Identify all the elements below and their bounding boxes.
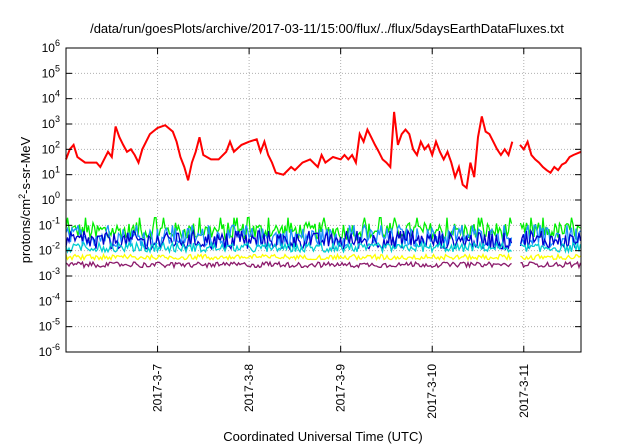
series-line	[65, 111, 582, 190]
y-tick-label: 102	[42, 139, 60, 156]
series-layer	[65, 111, 582, 270]
y-tick-label: 10-4	[39, 291, 60, 308]
chart-title: /data/run/goesPlots/archive/2017-03-11/1…	[90, 21, 564, 36]
x-tick-label: 2017-3-10	[425, 364, 439, 419]
y-tick-label: 103	[42, 114, 60, 131]
y-tick-label: 10-5	[39, 317, 60, 334]
axis-ticks: 10-6 10-5 10-4 10-3 10-2 10-1 100 101 102 103 104 1…	[39, 38, 581, 419]
y-tick-label: 106	[42, 38, 60, 55]
grid	[66, 48, 581, 352]
y-tick-label: 104	[42, 89, 60, 106]
x-tick-label: 2017-3-8	[242, 364, 256, 412]
x-tick-label: 2017-3-9	[334, 364, 348, 412]
y-tick-label: 105	[42, 63, 60, 80]
y-tick-label: 101	[42, 165, 60, 182]
series-line	[65, 240, 582, 255]
series-line	[65, 252, 581, 262]
y-tick-label: 10-6	[39, 342, 60, 359]
x-axis-label: Coordinated Universal Time (UTC)	[223, 429, 422, 444]
y-axis-label: protons/cm2-s-sr-MeV	[17, 136, 33, 263]
x-tick-label: 2017-3-7	[151, 364, 165, 412]
plot-frame	[65, 47, 582, 353]
series-line	[65, 228, 582, 252]
y-tick-label: 100	[42, 190, 60, 207]
y-tick-label: 10-2	[39, 241, 60, 258]
y-tick-label: 10-3	[39, 266, 60, 283]
y-tick-label: 10-1	[39, 215, 60, 232]
x-tick-label: 2017-3-11	[517, 364, 531, 418]
series-line	[65, 260, 582, 270]
